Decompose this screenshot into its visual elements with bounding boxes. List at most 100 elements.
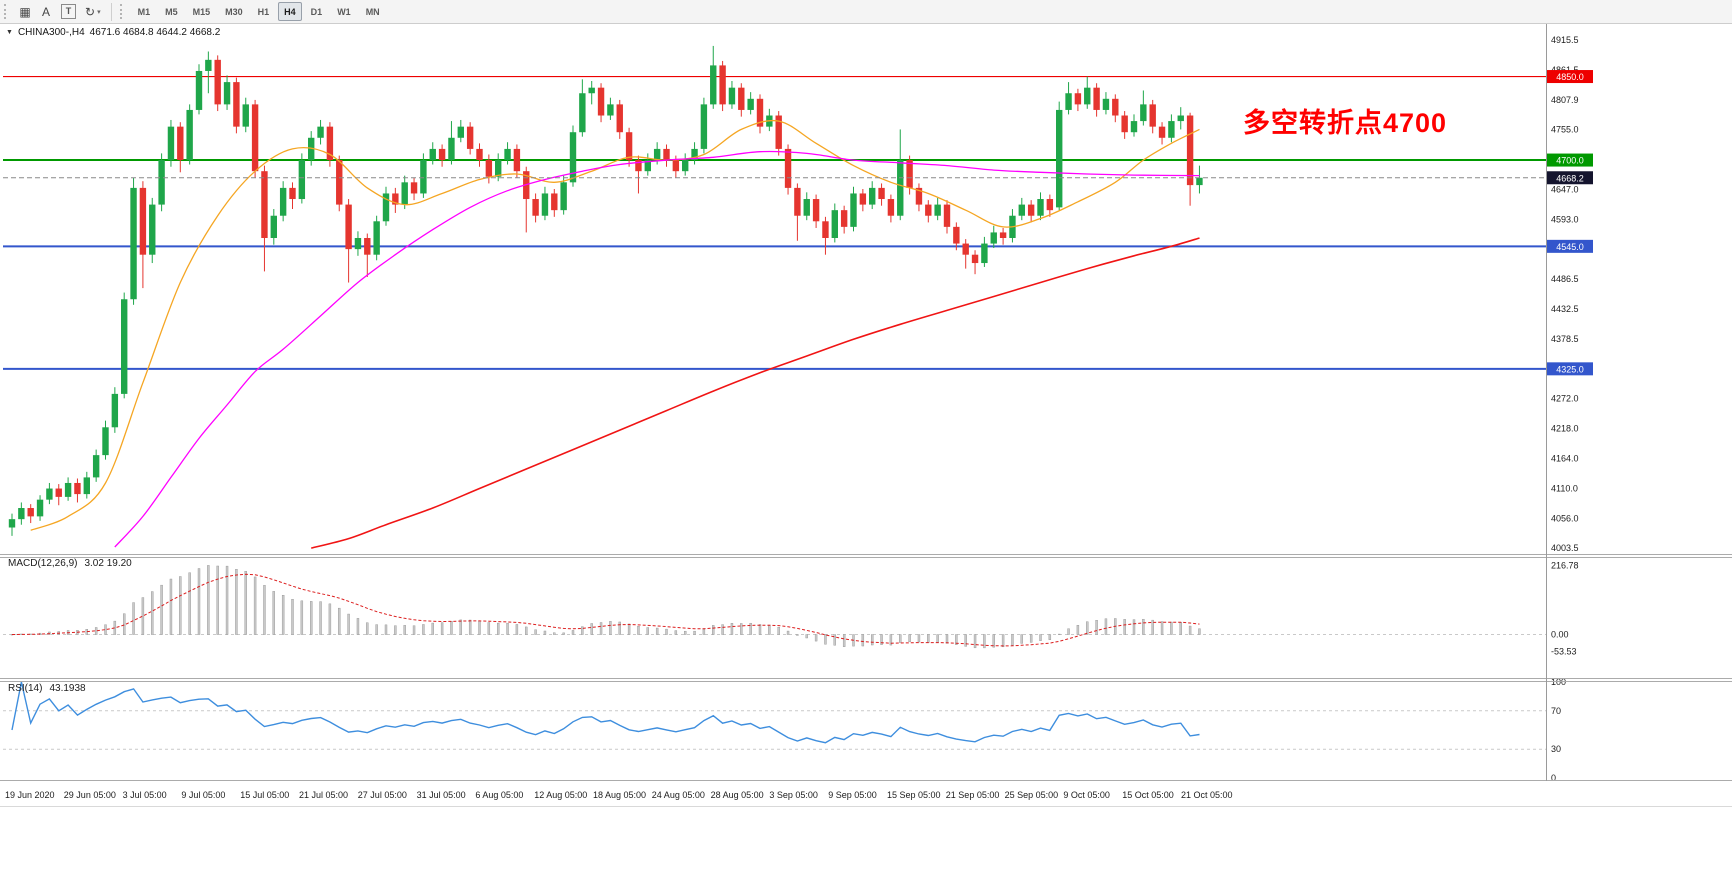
rsi-title: RSI(14) [8, 683, 43, 694]
candle-body [289, 187, 296, 200]
chart-canvas[interactable]: 216.780.00-53.53100703004915.54861.54807… [0, 24, 1732, 894]
candle-body [102, 427, 109, 456]
x-axis-label: 29 Jun 05:00 [64, 790, 116, 800]
toolbar-grip[interactable] [4, 4, 10, 19]
candle-body [934, 204, 941, 216]
candle-body [504, 148, 511, 161]
price-level-tag-label: 4850.0 [1556, 72, 1584, 82]
text-label-button[interactable]: A [36, 2, 56, 22]
y-axis-label: 4755.0 [1551, 124, 1579, 134]
macd-bar [281, 595, 285, 635]
candle-body [569, 132, 577, 183]
candle-body [878, 187, 885, 200]
candle-body [242, 104, 249, 127]
macd-bar [1095, 620, 1098, 635]
candle-body [1121, 115, 1128, 133]
rsi-value: 43.1938 [49, 683, 86, 694]
macd-bar [1067, 628, 1070, 635]
candle-body [784, 148, 792, 188]
macd-bar [983, 634, 986, 649]
cycle-button[interactable]: ↻ ▾ [81, 2, 105, 22]
macd-bar [562, 632, 565, 635]
timeframe-button-w1[interactable]: W1 [331, 2, 357, 21]
candle-body [1168, 121, 1175, 138]
candle-body [64, 482, 72, 497]
candle-body [682, 160, 689, 172]
macd-scale-label: 216.78 [1551, 560, 1579, 570]
y-axis-label: 4056.0 [1551, 514, 1579, 524]
price-axis[interactable]: 4915.54861.54807.94755.04700.04647.04593… [1547, 35, 1593, 553]
x-axis-label: 21 Sep 05:00 [946, 790, 1000, 800]
macd-bar [721, 624, 724, 635]
x-axis-label: 15 Sep 05:00 [887, 790, 941, 800]
candle-body [298, 160, 306, 200]
macd-bar [543, 630, 547, 635]
macd-bar [796, 634, 799, 636]
candle-body [149, 204, 156, 255]
timeframe-button-m30[interactable]: M30 [219, 2, 249, 21]
timeframe-button-m1[interactable]: M1 [132, 2, 157, 21]
macd-bar [300, 600, 304, 635]
current-price-tag-label: 4668.2 [1556, 173, 1584, 183]
macd-bar [908, 634, 911, 643]
macd-bar [824, 634, 827, 645]
timeframe-button-h4[interactable]: H4 [278, 2, 302, 21]
candle-body [8, 519, 16, 528]
candle-body [822, 221, 829, 238]
price-level-tag [1547, 70, 1593, 84]
timeframe-toolbar-grip[interactable] [119, 4, 126, 19]
candle-body [420, 160, 427, 194]
macd-bar [450, 621, 453, 635]
timeframe-button-m15[interactable]: M15 [187, 2, 217, 21]
rsi-scale-label: 30 [1551, 744, 1561, 754]
chart-grid-button[interactable]: ▦ [15, 2, 35, 22]
chevron-down-icon: ▾ [97, 8, 101, 16]
macd-bar [1104, 618, 1108, 635]
candle-body [1149, 104, 1156, 127]
macd-bar [805, 634, 808, 639]
x-axis-label: 24 Aug 05:00 [652, 790, 705, 800]
timeframe-button-m5[interactable]: M5 [159, 2, 184, 21]
candle-body [775, 115, 782, 149]
candle-body [1177, 115, 1184, 122]
candles-layer [8, 45, 1203, 549]
rsi-scale-label: 0 [1551, 773, 1556, 783]
macd-bar [375, 624, 378, 635]
candle-body [27, 508, 34, 517]
macd-bar [525, 626, 528, 635]
y-axis-label: 4218.0 [1551, 423, 1579, 433]
candle-body [1027, 204, 1035, 216]
candle-body [644, 160, 651, 172]
price-level-tag [1547, 153, 1593, 167]
macd-bar [842, 634, 846, 647]
candle-body [943, 204, 951, 227]
ma-slow-red-line [311, 237, 1200, 549]
candle-body [1130, 121, 1138, 133]
symbol-dropdown-icon[interactable]: ▼ [6, 29, 13, 36]
timeframe-button-mn[interactable]: MN [360, 2, 386, 21]
timeframe-button-d1[interactable]: D1 [305, 2, 329, 21]
x-axis-label: 15 Oct 05:00 [1122, 790, 1174, 800]
macd-bar [786, 630, 790, 635]
macd-bar [945, 634, 949, 644]
candle-body [1196, 177, 1203, 186]
time-axis[interactable]: 19 Jun 2020 29 Jun 05:00 3 Jul 05:00 9 Jul … [5, 790, 1233, 800]
macd-bar [1020, 634, 1023, 644]
macd-bar [347, 613, 350, 635]
macd-bar [122, 613, 126, 635]
macd-bar [1086, 621, 1089, 635]
macd-bar [674, 630, 678, 635]
rsi-scale-label: 70 [1551, 706, 1561, 716]
x-axis-label: 9 Oct 05:00 [1063, 790, 1110, 800]
candle-body [448, 137, 455, 161]
macd-bar [1039, 634, 1042, 641]
template-button[interactable]: T [57, 2, 80, 22]
current-price-tag [1547, 171, 1593, 185]
macd-title: MACD(12,26,9) [8, 558, 78, 569]
macd-bar [1132, 619, 1136, 635]
cycle-icon: ↻ [85, 4, 96, 19]
timeframe-button-h1[interactable]: H1 [252, 2, 276, 21]
macd-bar [1142, 618, 1145, 635]
y-axis-label: 4003.5 [1551, 543, 1579, 553]
chart-annotation-text: 多空转折点4700 [1243, 108, 1448, 138]
